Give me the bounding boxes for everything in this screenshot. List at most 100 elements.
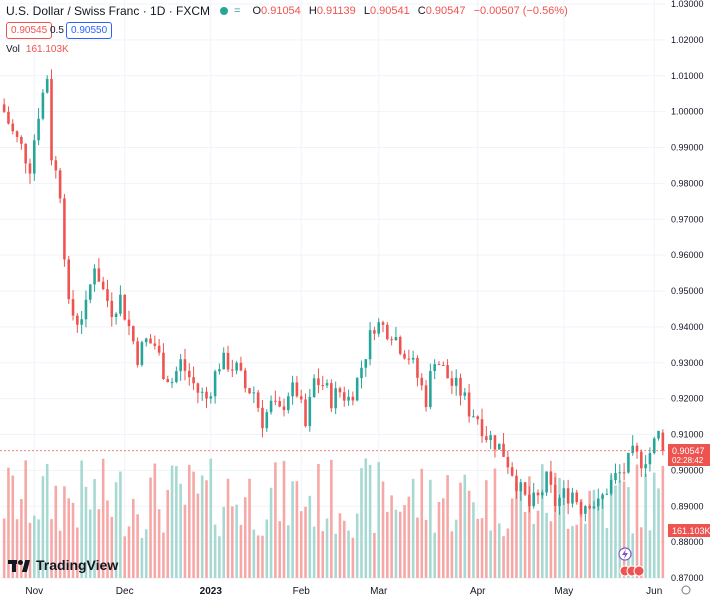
volume-bar [411, 478, 415, 578]
candle-body [476, 416, 480, 420]
candle-body [243, 370, 247, 389]
volume-bar [472, 502, 475, 578]
volume-bar [338, 513, 342, 578]
candle-body [153, 343, 157, 346]
time-axis[interactable]: Nov Dec 2023 Feb Mar Apr May Jun [25, 586, 662, 597]
volume-bar [299, 511, 303, 578]
candle-body [648, 453, 652, 465]
settings-gear-icon[interactable] [681, 585, 691, 595]
candle-body [454, 377, 458, 386]
candle-body [446, 365, 449, 379]
price-axis[interactable]: 0.87000 0.88000 0.89000 0.90000 0.91000 0.920… [671, 0, 704, 583]
candle-body [278, 401, 281, 407]
equals-icon[interactable]: = [234, 5, 241, 17]
price-tick-label: 0.88000 [671, 537, 704, 547]
volume-bar [54, 485, 58, 578]
candle-body [256, 392, 260, 408]
candle-body [179, 359, 182, 372]
tradingview-logo[interactable]: TradingView [8, 557, 118, 573]
volume-bar [213, 524, 217, 578]
candle-body [84, 299, 88, 320]
volume-bar [640, 527, 643, 578]
candle-body [149, 338, 152, 344]
candle-body [110, 300, 114, 318]
volume-bar [510, 498, 514, 578]
volume-bar [523, 511, 527, 578]
candle-body [71, 299, 75, 316]
volume-bar [2, 518, 6, 578]
ask-button[interactable]: 0.90550 [66, 22, 113, 39]
volume-bar [76, 527, 79, 578]
volume-bar [58, 530, 62, 578]
candle-body [239, 362, 243, 371]
volume-bar [88, 509, 92, 578]
candle-body [330, 383, 333, 409]
volume-bar [37, 519, 40, 578]
volume-bar [506, 528, 510, 578]
candle-body [541, 492, 544, 496]
candle-body [88, 284, 92, 300]
volume-bar [218, 536, 221, 578]
time-tick-label: Apr [470, 586, 486, 597]
candle-body [506, 456, 510, 468]
volume-bar [222, 506, 226, 578]
event-icons[interactable] [618, 547, 691, 595]
candle-body [2, 104, 6, 112]
volume-bar [24, 460, 27, 578]
symbol-title[interactable]: U.S. Dollar / Swiss Franc · 1D · FXCM [6, 4, 211, 18]
volume-bar [192, 471, 195, 578]
volume-bar [196, 493, 200, 578]
us-flag-icon-3[interactable] [633, 565, 645, 577]
volume-bar [265, 519, 269, 578]
volume-bar [110, 516, 114, 578]
low-value: 0.90541 [369, 5, 410, 17]
candle-body [321, 385, 325, 387]
volume-bar [282, 460, 286, 578]
bid-button[interactable]: 0.90545 [6, 22, 53, 39]
candle-body [342, 392, 346, 401]
price-tick-label: 0.94000 [671, 322, 704, 332]
candle-body [528, 494, 531, 507]
chart-header: U.S. Dollar / Swiss Franc · 1D · FXCM = … [6, 4, 573, 18]
volume-bar [157, 509, 161, 578]
candle-body [114, 313, 118, 318]
market-status-icon [220, 7, 229, 15]
candle-body [364, 359, 368, 368]
close-label: C [417, 5, 426, 17]
candle-body [596, 498, 600, 507]
grid-lines [0, 0, 665, 579]
candle-body [20, 136, 23, 144]
volume-bar [592, 489, 596, 578]
price-tick-label: 0.93000 [671, 358, 704, 368]
candle-body [252, 392, 256, 394]
candle-body [282, 406, 286, 411]
candle-body [489, 435, 492, 441]
candle-body [24, 143, 27, 164]
countdown-timer: 02:28:42 [672, 456, 704, 465]
volume-bar [71, 502, 75, 578]
volume-bar [381, 481, 385, 578]
volume-bar [588, 490, 591, 578]
candle-body [187, 370, 191, 378]
volume-bar [441, 498, 445, 578]
volume-bar [433, 532, 436, 578]
volume-bar [261, 535, 264, 578]
candle-body [170, 381, 174, 383]
candle-body [32, 140, 36, 174]
volume-bar [528, 476, 531, 578]
candle-body [510, 467, 514, 476]
candle-body [493, 435, 497, 450]
volume-bar [532, 523, 535, 578]
volume-bar [661, 465, 665, 578]
candle-body [614, 472, 617, 480]
volume-bar [437, 501, 441, 578]
volume-bar [360, 468, 363, 578]
time-tick-label: Dec [116, 586, 134, 597]
candle-body [635, 445, 639, 452]
volume-bar [330, 459, 333, 578]
volume-bar [420, 468, 424, 578]
candle-body [218, 369, 221, 372]
candle-body [295, 382, 299, 397]
candle-body [37, 118, 40, 141]
